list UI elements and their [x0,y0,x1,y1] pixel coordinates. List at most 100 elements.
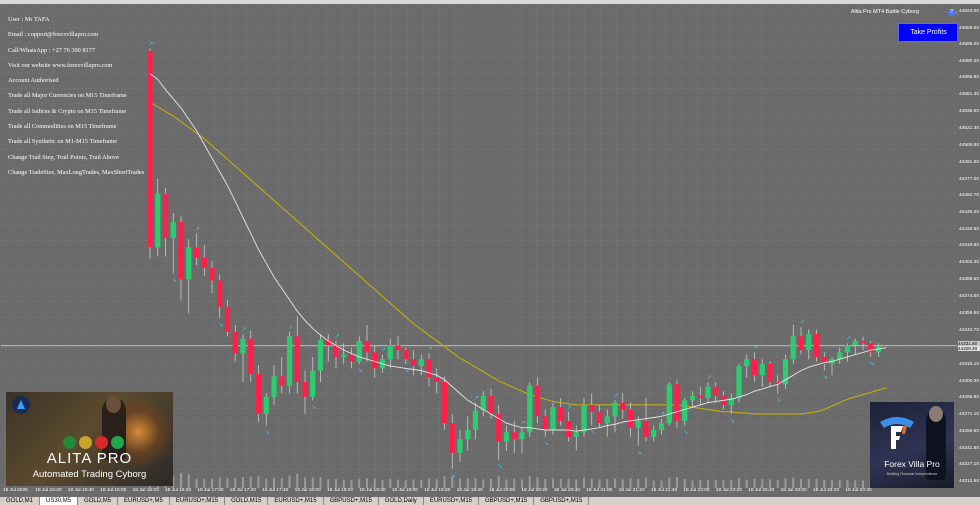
candlestick-chart[interactable]: ↗ ↘ ↗ ↘ ↗ ↘ ↗ ↘ ↗ ↘ ↗ ↘ ↗ ↘ ↗ ↘ ↗ ↘ ↗ ↘ ↗ ↘ ↗ ↘ ↗ ↘ ↗ ↘ ↗ ↘ ↗ ↘ [1,4,957,488]
chart-tab[interactable]: GBPUSD+,M15 [534,497,590,505]
bear-candle [403,350,409,360]
volume-bar [335,479,337,488]
time-tick: 18 Jul 16:00 [100,488,127,493]
chart-tab[interactable]: GOLD,Daily [379,497,424,505]
volume-bar [676,476,678,488]
bull-candle [527,385,533,433]
bull-candle [759,363,765,376]
price-tick: 44256.60 [959,428,980,434]
volume-bar [226,478,229,488]
volume-bar [854,480,857,488]
bear-candle [868,343,874,353]
bear-candle [620,402,626,410]
time-tick: 18 Jul 15:40 [67,488,94,493]
price-tick: 44580.30 [959,58,980,64]
volume-bar [404,480,407,488]
volume-bar [730,479,733,488]
bear-candle [798,336,804,351]
bear-candle [496,414,502,442]
volume-bar [800,479,802,488]
bear-candle [488,395,494,415]
chart-tab[interactable]: EURUSD+,M15 [268,497,324,505]
bull-candle [457,439,463,453]
volume-bar [505,479,508,488]
take-profits-button[interactable]: Take Profits [898,23,959,42]
volume-bar [257,476,260,488]
down-arrow-icon: ↘ [544,440,549,447]
up-arrow-icon: ↗ [288,324,293,331]
volume-bar [745,479,748,488]
up-arrow-icon: ↗ [846,335,851,342]
volume-bar [714,479,717,488]
up-arrow-icon: ↗ [149,41,154,48]
bear-candle [697,395,703,399]
chart-tab[interactable]: GBPUSD+,M15 [324,497,379,505]
time-tick: 18 Jul 19:40 [456,488,483,493]
bull-candle [472,410,479,431]
bear-candle [558,407,564,421]
ea-info-line: Call/WhatsApp : +27 76 390 8177 [8,46,95,54]
bear-candle [449,423,455,453]
price-tick: 44462.70 [959,193,980,199]
bear-candle [813,334,820,357]
price-tick: 44609.50 [959,25,980,31]
chart-tab[interactable]: EURUSD+,M5 [118,497,170,505]
up-arrow-icon: ↗ [474,395,479,402]
up-arrow-icon: ↗ [428,346,433,353]
price-tick: 44315.10 [959,361,980,367]
chart-tab[interactable]: GOLD,M1 [0,497,41,505]
chart-tab[interactable]: GBPUSD+,M15 [479,497,535,505]
down-arrow-icon: ↘ [590,428,595,435]
bear-candle [434,377,440,383]
bear-candle [589,404,595,412]
price-chart[interactable]: ↗ ↘ ↗ ↘ ↗ ↘ ↗ ↘ ↗ ↘ ↗ ↘ ↗ ↘ ↗ ↘ ↗ ↘ ↗ ↘ ↗ ↘ ↗ ↘ ↗ ↘ ↗ ↘ ↗ ↘ ↗ ↘ User : … [1,4,963,488]
volume-bar [358,479,361,488]
price-tick: 44404.30 [959,259,980,265]
time-axis[interactable]: 18 Jul 2025 18 Jul 15:20 18 Jul 15:40 18 Ju… [0,488,980,497]
price-tick: 44551.30 [959,92,980,98]
bear-candle [294,336,300,383]
bull-candle [666,384,672,424]
price-tick: 44565.80 [959,75,980,81]
volume-bar [838,480,841,488]
bear-candle [209,267,215,281]
chart-tab[interactable]: EURUSD+,M15 [170,497,226,505]
up-arrow-icon: ↗ [242,326,247,333]
volume-bar [273,477,275,488]
volume-bar [497,476,500,488]
ea-info-line: Trade all Synthetic on M1-M15 Timeframe [8,138,118,146]
time-tick: 18 Jul 20:40 [553,488,580,493]
bear-candle [565,420,572,437]
up-arrow-icon: ↗ [753,344,758,351]
down-arrow-icon: ↘ [823,374,828,381]
volume-bar [381,480,384,488]
volume-bar [815,478,818,488]
volume-bar [575,479,578,488]
up-arrow-icon: ↗ [800,319,805,326]
time-tick: 18 Jul 21:40 [651,488,678,493]
chart-tab[interactable]: EURUSD+,M15 [424,497,479,505]
alita-banner-subtitle: Automated Trading Cyborg [32,469,147,480]
forex-villa-banner: Forex Villa Pro Building Financial Indep… [870,402,954,488]
down-arrow-icon: ↘ [497,463,502,470]
volume-bar [327,479,330,488]
chart-tab[interactable]: US30,M5 [40,497,79,505]
bull-candle [465,430,471,440]
chart-tab[interactable]: GOLD,M15 [225,497,269,505]
badge-icon [79,436,92,449]
chart-tab[interactable]: GOLD,M5 [78,497,119,505]
volume-bar [660,480,663,488]
fast-moving-average [149,73,887,432]
ea-info-line: Trade all Commodities on M15 Timeframe [8,123,117,131]
alita-banner-title: ALITA PRO [46,450,133,467]
help-icon[interactable]: ? [948,9,955,16]
ea-info-line: Account Authorised [8,77,59,85]
up-arrow-icon: ↗ [614,392,619,399]
volume-bar [567,478,570,488]
bull-candle [635,420,641,428]
bull-candle [519,432,525,440]
price-axis[interactable]: 44331.80 44328.30 44624.00 44609.50 44595.… [957,4,980,488]
volume-bar [521,479,523,488]
bear-candle [441,382,448,424]
bear-candle [279,376,285,386]
